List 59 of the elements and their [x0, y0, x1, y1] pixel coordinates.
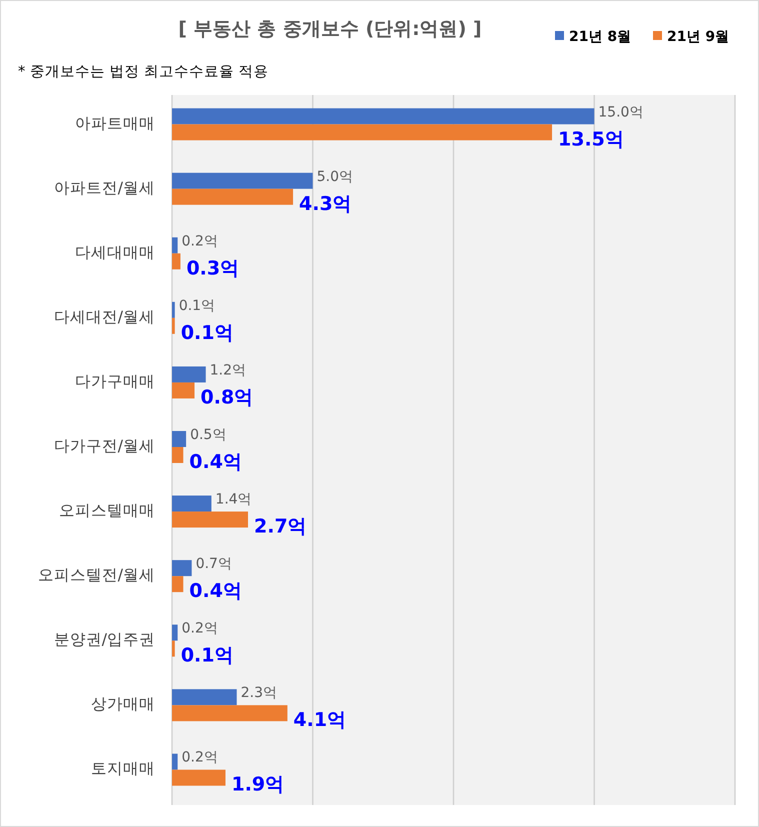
- y-tick-label: 오피스텔매매: [59, 502, 155, 520]
- legend-label: 21년 9월: [667, 29, 730, 45]
- bar: [172, 754, 178, 770]
- bar: [172, 705, 288, 722]
- bar: [172, 172, 313, 189]
- bar: [172, 366, 206, 382]
- y-tick-label: 다가구전/월세: [54, 437, 155, 455]
- bar: [172, 689, 237, 706]
- y-tick-label: 다세대전/월세: [54, 308, 155, 326]
- bar: [172, 108, 594, 124]
- data-label: 4.1억: [293, 709, 346, 732]
- data-label: 0.4억: [189, 580, 242, 602]
- data-label: 0.7억: [196, 556, 232, 572]
- bar: [172, 447, 184, 463]
- data-label: 1.9억: [231, 774, 284, 796]
- data-label: 0.2억: [182, 233, 218, 250]
- data-label: 0.3억: [186, 257, 240, 280]
- data-label: 0.1억: [180, 322, 234, 344]
- data-label: 13.5억: [558, 128, 624, 150]
- bar: [172, 624, 178, 641]
- bar: [172, 382, 195, 398]
- bar: [172, 560, 192, 576]
- y-tick-label: 오피스텔전/월세: [38, 566, 155, 584]
- bar: [172, 188, 294, 205]
- data-label: 2.3억: [240, 685, 278, 702]
- chart-title: [ 부동산 총 중개보수 (단위:억원) ]: [178, 18, 482, 40]
- y-tick-label: 아파트전/월세: [54, 178, 155, 197]
- bar: [172, 496, 212, 512]
- y-tick-label: 토지매매: [91, 760, 155, 778]
- y-tick-label: 분양권/입주권: [54, 630, 155, 649]
- data-label: 0.8억: [200, 386, 254, 408]
- y-tick-label: 상가매매: [91, 695, 155, 714]
- data-label: 0.1억: [178, 298, 216, 314]
- y-tick-label: 다세대매매: [75, 243, 155, 262]
- bar: [172, 253, 180, 270]
- data-label: 0.2억: [182, 620, 218, 637]
- text: * 중개보수는 법정 최고수수료율 적용: [18, 64, 269, 80]
- data-label: 0.2억: [182, 750, 218, 766]
- data-label: 1.2억: [210, 362, 246, 378]
- bar: [172, 770, 226, 786]
- data-label: 5.0억: [316, 168, 354, 185]
- bar: [172, 431, 186, 447]
- data-label: 2.7억: [254, 516, 307, 538]
- bar: [172, 576, 184, 592]
- bar: [172, 640, 175, 657]
- data-label: 0.1억: [180, 644, 234, 667]
- bar: [172, 124, 552, 140]
- data-label: 4.3억: [299, 192, 352, 215]
- data-label: 0.4억: [189, 451, 242, 473]
- y-tick-label: 아파트매매: [75, 114, 155, 132]
- bar: [172, 302, 175, 318]
- data-label: 1.4억: [215, 492, 252, 508]
- bar: [172, 512, 248, 528]
- bar: [172, 318, 175, 334]
- y-tick-label: 다가구매매: [75, 372, 155, 390]
- bar: [172, 237, 178, 254]
- legend-label: 21년 8월: [569, 29, 632, 45]
- data-label: 0.5억: [190, 427, 226, 443]
- data-label: 15.0억: [598, 104, 644, 120]
